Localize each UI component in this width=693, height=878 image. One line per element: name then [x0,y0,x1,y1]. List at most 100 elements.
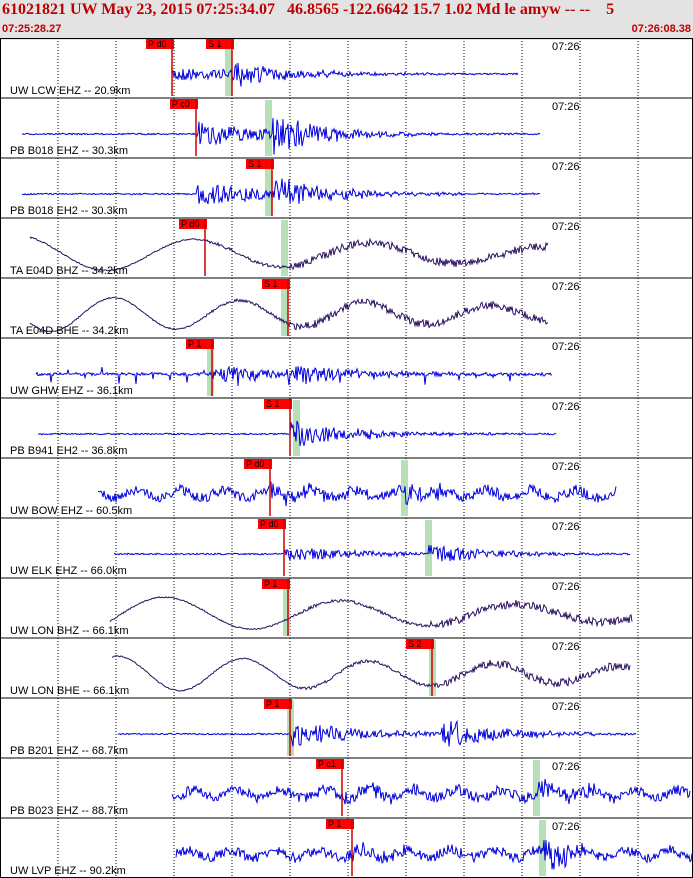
phase-pick[interactable]: P 1 [262,579,290,636]
waveform [111,655,631,692]
station-label: UW GHW EHZ -- 36.1km [10,385,133,397]
pick-label: S 1 [264,279,278,289]
pick-label: P 1 [188,339,201,349]
trace-row[interactable]: P c1 PB B023 EHZ -- 88.7km 07:26 [0,759,693,819]
pick-box [244,459,272,469]
pick-label: S 1 [266,399,280,409]
phase-pick[interactable]: P 1 [326,819,354,876]
phase-pick[interactable]: P c1 [316,759,344,816]
station-label: UW ELK EHZ -- 66.0km [10,565,127,577]
phase-pick[interactable]: P d0 [179,219,207,276]
phase-pick[interactable]: P d0 [244,459,272,516]
theoretical-phase-band [225,40,232,96]
station-label: UW LON BHZ -- 66.1km [10,625,129,637]
trace-row[interactable]: P d0 S 1 UW LCW EHZ -- 20.9km 07:26 [0,39,693,99]
time-tick-label: 07:26 [552,401,580,413]
station-label: PB B018 EH2 -- 30.3km [10,205,127,217]
waveform [21,178,541,205]
pick-box [264,399,292,409]
phase-pick[interactable]: S 1 [264,399,292,456]
pick-box [179,219,207,229]
pick-label: P d0 [148,39,166,49]
phase-pick[interactable]: S 1 [246,159,274,216]
theoretical-phase-band [265,160,272,216]
seismogram-panel[interactable]: P d0 S 1 UW LCW EHZ -- 20.9km 07:26 P c0 PB B… [0,38,693,878]
theoretical-phase-band [207,340,214,396]
pick-box [406,639,434,649]
pick-label: P d0 [246,459,264,469]
trace-row[interactable]: P c0 PB B018 EHZ -- 30.3km 07:26 [0,99,693,159]
trace-row[interactable]: S 2 UW LON BHE -- 66.1km 07:26 [0,639,693,699]
time-tick-label: 07:26 [552,821,580,833]
waveform [37,420,557,447]
waveform [29,296,549,333]
trace-row[interactable]: P d0 UW BOW EHZ -- 60.5km 07:26 [0,459,693,519]
start-time-label: 07:25:28.27 [2,23,62,35]
trace-row[interactable]: P d0 UW ELK EHZ -- 66.0km 07:26 [0,519,693,579]
waveform [175,840,693,870]
phase-pick[interactable]: P c0 [170,99,198,156]
end-time-label: 07:26:08.38 [631,23,691,35]
event-header: 61021821 UW May 23, 2015 07:25:34.07 46.… [0,0,693,40]
time-tick-label: 07:26 [552,461,580,473]
pick-label: S 2 [408,639,422,649]
pick-label: P d0 [260,519,278,529]
station-label: UW LVP EHZ -- 90.2km [10,865,126,877]
pick-box [258,519,286,529]
trace-row[interactable]: S 1 PB B941 EH2 -- 36.8km 07:26 [0,399,693,459]
theoretical-phase-band [265,100,272,156]
trace-row[interactable]: P 1 UW LVP EHZ -- 90.2km 07:26 [0,819,693,878]
time-tick-label: 07:26 [552,101,580,113]
station-label: UW LCW EHZ -- 20.9km [10,85,130,97]
pick-label: P d0 [181,219,199,229]
trace-row[interactable]: S 1 TA E04D BHE -- 34.2km 07:26 [0,279,693,339]
time-tick-label: 07:26 [552,41,580,53]
pick-box [262,279,290,289]
pick-box [262,579,290,589]
waveform [35,365,553,386]
trace-row[interactable]: P 1 UW GHW EHZ -- 36.1km 07:26 [0,339,693,399]
pick-box [170,99,198,109]
phase-pick[interactable]: S 2 [406,639,434,696]
pick-label: S 1 [248,159,262,169]
theoretical-phase-band [281,220,288,276]
event-title: 61021821 UW May 23, 2015 07:25:34.07 46.… [2,1,615,18]
trace-row[interactable]: P d0 TA E04D BHZ -- 34.2km 07:26 [0,219,693,279]
phase-pick[interactable]: P d0 [146,39,174,96]
phase-pick[interactable]: S 1 [206,39,234,96]
waveform [113,545,631,562]
phase-pick[interactable]: P 1 [264,699,292,756]
time-tick-label: 07:26 [552,701,580,713]
pick-box [316,759,344,769]
time-tick-label: 07:26 [552,581,580,593]
theoretical-phase-band [283,580,290,636]
waveform [29,236,549,272]
trace-row[interactable]: P 1 PB B201 EHZ -- 68.7km 07:26 [0,699,693,759]
waveform [21,117,541,155]
pick-box [326,819,354,829]
theoretical-phase-band [533,760,540,816]
pick-label: P 1 [264,579,277,589]
station-label: PB B201 EHZ -- 68.7km [10,745,128,757]
trace-row[interactable]: P 1 UW LON BHZ -- 66.1km 07:26 [0,579,693,639]
theoretical-phase-band [281,280,288,336]
pick-label: P 1 [328,819,341,829]
pick-box [146,39,174,49]
trace-row[interactable]: S 1 PB B018 EH2 -- 30.3km 07:26 [0,159,693,219]
waveform [171,778,691,805]
pick-box [186,339,214,349]
pick-label: P c1 [318,759,336,769]
waveform [97,481,617,507]
time-tick-label: 07:26 [552,761,580,773]
station-label: PB B941 EH2 -- 36.8km [10,445,127,457]
phase-pick[interactable]: S 1 [262,279,290,336]
time-tick-label: 07:26 [552,521,580,533]
pick-label: P c0 [172,99,190,109]
pick-box [264,699,292,709]
phase-pick[interactable]: P 1 [186,339,214,396]
phase-pick[interactable]: P d0 [258,519,286,576]
waveform [109,596,633,631]
pick-label: P 1 [266,699,279,709]
station-label: UW BOW EHZ -- 60.5km [10,505,132,517]
station-label: PB B023 EHZ -- 88.7km [10,805,128,817]
